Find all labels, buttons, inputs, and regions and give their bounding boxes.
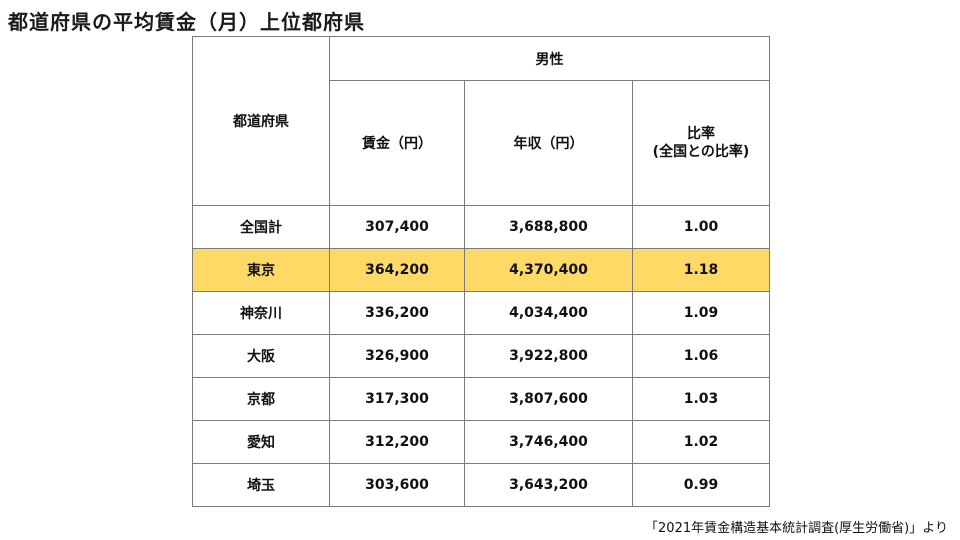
page-title: 都道府県の平均賃金（月）上位都府県 bbox=[8, 10, 365, 34]
table-row: 全国計 307,400 3,688,800 1.00 bbox=[192, 205, 771, 249]
wage-table: 都道府県 男性 賃金（円） 年収（円） 比率 (全国との比率) 全国計 307,… bbox=[192, 36, 771, 507]
cell-income: 3,746,400 bbox=[464, 420, 633, 464]
cell-prefecture: 大阪 bbox=[192, 334, 330, 378]
cell-wage: 364,200 bbox=[329, 248, 465, 292]
cell-prefecture: 埼玉 bbox=[192, 463, 330, 507]
table-row: 京都 317,300 3,807,600 1.03 bbox=[192, 377, 771, 421]
table-row: 神奈川 336,200 4,034,400 1.09 bbox=[192, 291, 771, 335]
source-note: 「2021年賃金構造基本統計調査(厚生労働省)」より bbox=[645, 521, 948, 536]
cell-ratio: 1.18 bbox=[631, 248, 771, 292]
header-male-group: 男性 bbox=[328, 36, 771, 81]
cell-ratio: 1.06 bbox=[631, 334, 771, 378]
header-prefecture: 都道府県 bbox=[192, 36, 330, 206]
cell-prefecture: 神奈川 bbox=[192, 291, 330, 335]
cell-ratio: 1.00 bbox=[631, 205, 771, 249]
header-ratio-line2: (全国との比率) bbox=[652, 144, 750, 160]
table-row: 愛知 312,200 3,746,400 1.02 bbox=[192, 420, 771, 464]
cell-prefecture: 東京 bbox=[192, 248, 330, 292]
cell-wage: 317,300 bbox=[329, 377, 465, 421]
header-ratio-line1: 比率 bbox=[687, 126, 716, 142]
cell-ratio: 1.02 bbox=[631, 420, 771, 464]
table-row: 埼玉 303,600 3,643,200 0.99 bbox=[192, 463, 771, 507]
cell-prefecture: 京都 bbox=[192, 377, 330, 421]
cell-wage: 303,600 bbox=[329, 463, 465, 507]
cell-wage: 312,200 bbox=[329, 420, 465, 464]
cell-prefecture: 愛知 bbox=[192, 420, 330, 464]
cell-income: 4,034,400 bbox=[464, 291, 633, 335]
cell-income: 3,807,600 bbox=[464, 377, 633, 421]
cell-income: 4,370,400 bbox=[464, 248, 633, 292]
cell-wage: 326,900 bbox=[329, 334, 465, 378]
table-row-highlighted: 東京 364,200 4,370,400 1.18 bbox=[192, 248, 771, 292]
cell-income: 3,688,800 bbox=[464, 205, 633, 249]
header-wage: 賃金（円） bbox=[329, 80, 465, 206]
cell-income: 3,922,800 bbox=[464, 334, 633, 378]
header-ratio: 比率 (全国との比率) bbox=[631, 80, 771, 206]
cell-ratio: 1.03 bbox=[631, 377, 771, 421]
cell-wage: 307,400 bbox=[329, 205, 465, 249]
cell-ratio: 0.99 bbox=[631, 463, 771, 507]
cell-prefecture: 全国計 bbox=[192, 205, 330, 249]
cell-income: 3,643,200 bbox=[464, 463, 633, 507]
table-row: 大阪 326,900 3,922,800 1.06 bbox=[192, 334, 771, 378]
header-income: 年収（円） bbox=[464, 80, 633, 206]
cell-wage: 336,200 bbox=[329, 291, 465, 335]
cell-ratio: 1.09 bbox=[631, 291, 771, 335]
